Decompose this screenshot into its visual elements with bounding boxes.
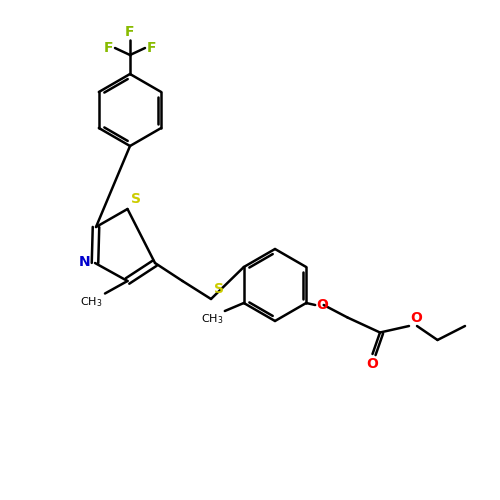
Text: N: N (79, 255, 90, 269)
Text: O: O (366, 358, 378, 372)
Text: CH$_3$: CH$_3$ (80, 295, 102, 309)
Text: S: S (132, 192, 141, 206)
Text: S: S (214, 282, 224, 296)
Text: F: F (125, 25, 135, 39)
Text: F: F (104, 41, 114, 55)
Text: F: F (146, 41, 156, 55)
Text: O: O (316, 298, 328, 312)
Text: O: O (410, 310, 422, 324)
Text: CH$_3$: CH$_3$ (201, 312, 224, 326)
